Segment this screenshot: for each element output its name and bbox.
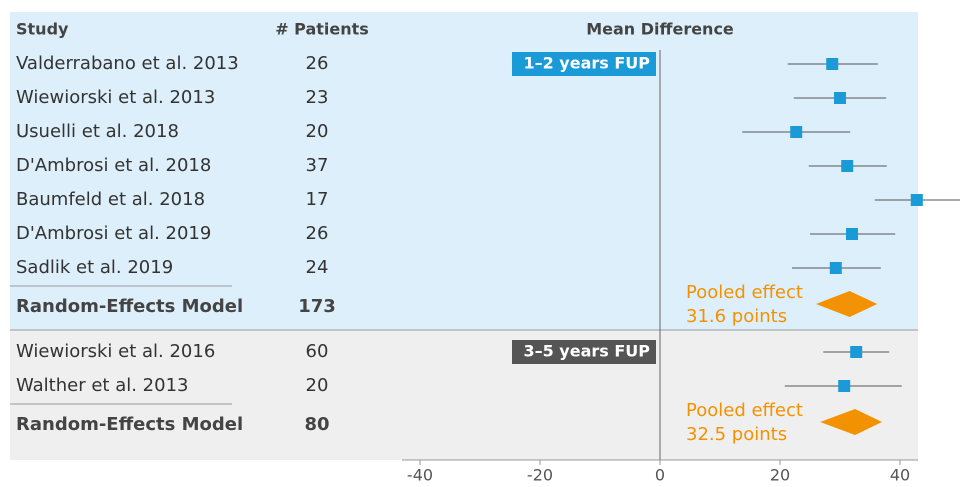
effect-marker xyxy=(910,194,923,206)
effect-marker xyxy=(834,92,846,104)
group-label: 3–5 years FUP xyxy=(523,342,650,361)
effect-marker xyxy=(846,228,858,240)
column-header: Mean Difference xyxy=(586,20,734,39)
study-name: D'Ambrosi et al. 2019 xyxy=(16,223,211,244)
pooled-value-label: 31.6 points xyxy=(686,306,787,327)
model-name: Random-Effects Model xyxy=(16,296,243,317)
column-header: # Patients xyxy=(275,20,369,39)
x-tick-label: 0 xyxy=(655,466,665,485)
patients: 20 xyxy=(306,121,329,142)
x-tick-label: -20 xyxy=(527,466,553,485)
patients: 23 xyxy=(306,87,329,108)
patients: 17 xyxy=(306,189,329,210)
effect-marker xyxy=(826,58,839,70)
patients: 37 xyxy=(306,155,329,176)
group-label-box xyxy=(512,52,656,76)
model-name: Random-Effects Model xyxy=(16,414,243,435)
pooled-diamond xyxy=(820,409,882,435)
patients: 60 xyxy=(306,341,329,362)
patients: 24 xyxy=(306,257,329,278)
model-patients: 173 xyxy=(298,296,336,317)
study-name: D'Ambrosi et al. 2018 xyxy=(16,155,211,176)
effect-marker xyxy=(790,126,803,138)
patients: 26 xyxy=(306,223,329,244)
group-label: 1–2 years FUP xyxy=(523,54,650,73)
patients: 26 xyxy=(306,53,329,74)
effect-marker xyxy=(829,262,842,274)
pooled-diamond xyxy=(816,291,878,317)
study-name: Walther et al. 2013 xyxy=(16,375,188,396)
effect-marker xyxy=(841,160,854,172)
group-background xyxy=(10,12,918,330)
patients: 20 xyxy=(306,375,329,396)
column-header: Study xyxy=(16,20,69,39)
effect-marker xyxy=(850,346,863,358)
x-tick-label: 20 xyxy=(770,466,790,485)
effect-marker xyxy=(838,380,851,392)
group-background xyxy=(10,330,918,460)
model-patients: 80 xyxy=(304,414,329,435)
study-name: Wiewiorski et al. 2013 xyxy=(16,87,215,108)
group-label-box xyxy=(512,340,656,364)
pooled-label: Pooled effect xyxy=(686,282,803,303)
x-tick-label: -40 xyxy=(407,466,433,485)
pooled-label: Pooled effect xyxy=(686,400,803,421)
study-name: Valderrabano et al. 2013 xyxy=(16,53,239,74)
x-tick-label: 40 xyxy=(890,466,910,485)
pooled-value-label: 32.5 points xyxy=(686,424,787,445)
study-name: Usuelli et al. 2018 xyxy=(16,121,179,142)
study-name: Baumfeld et al. 2018 xyxy=(16,189,205,210)
study-name: Wiewiorski et al. 2016 xyxy=(16,341,215,362)
study-name: Sadlik et al. 2019 xyxy=(16,257,173,278)
